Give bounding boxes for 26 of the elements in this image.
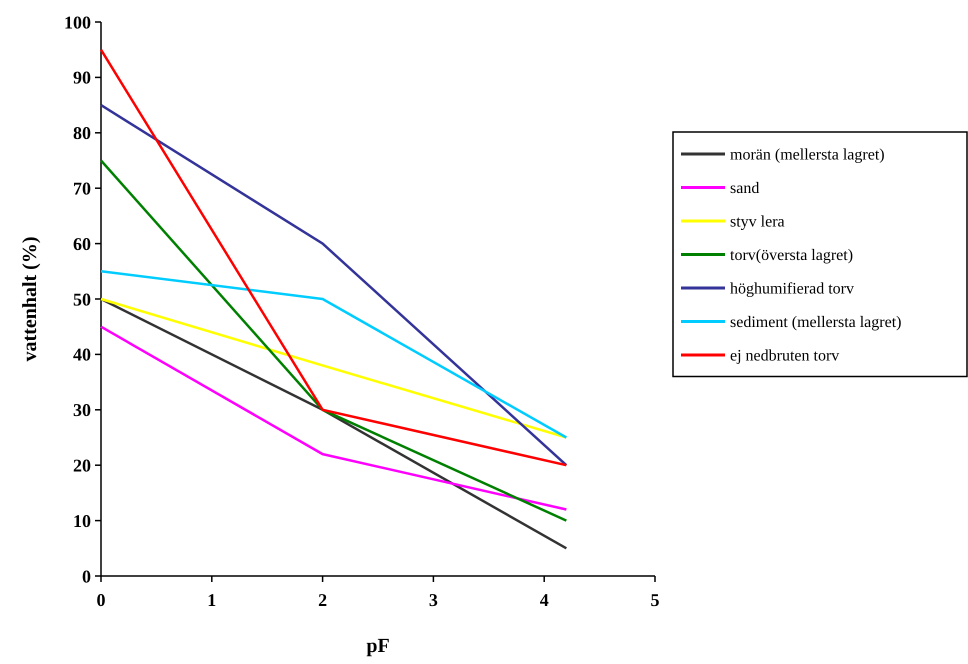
y-tick-label: 10	[73, 510, 91, 531]
y-tick-label: 20	[73, 456, 91, 476]
x-axis-title: pF	[366, 635, 390, 657]
x-tick-label: 0	[96, 590, 106, 610]
x-tick-label: 3	[428, 590, 438, 610]
y-tick-label: 70	[73, 178, 91, 198]
y-tick-label: 50	[73, 289, 91, 310]
y-axis-title: vattenhalt (%)	[19, 236, 41, 362]
x-tick-label: 2	[318, 590, 328, 610]
y-tick-label: 0	[82, 566, 91, 586]
x-tick-label: 1	[207, 590, 216, 610]
legend-label: höghumifierad torv	[730, 280, 854, 298]
legend-label: sand	[730, 180, 760, 198]
x-tick-label: 4	[540, 590, 549, 610]
legend-label: torv(översta lagret)	[730, 247, 854, 264]
y-tick-label: 30	[73, 400, 91, 420]
y-tick-label: 90	[73, 68, 91, 88]
legend-label: sediment (mellersta lagret)	[730, 314, 902, 332]
legend-label: morän (mellersta lagret)	[730, 146, 885, 164]
y-tick-label: 60	[73, 234, 91, 254]
y-tick-label: 80	[73, 123, 91, 144]
y-tick-label: 40	[73, 344, 91, 365]
legend-label: ej nedbruten torv	[730, 348, 840, 365]
legend-label: styv lera	[730, 214, 785, 231]
y-tick-label: 100	[64, 12, 91, 32]
x-tick-label: 5	[650, 590, 660, 610]
